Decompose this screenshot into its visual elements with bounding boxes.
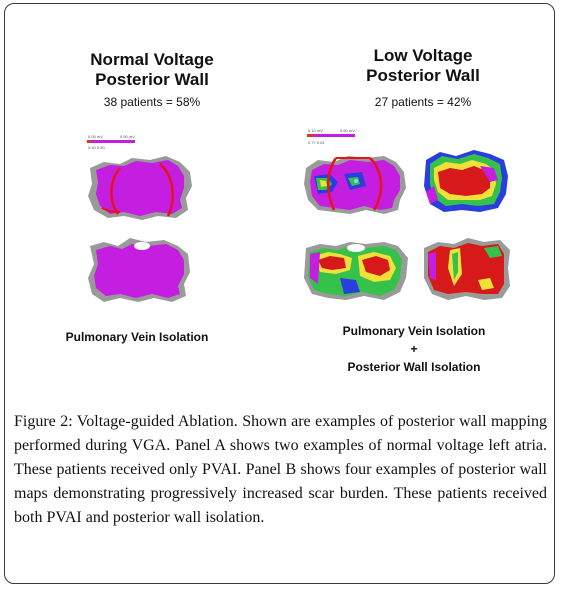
panel-a-voltage-map-1 [88,156,192,220]
panel-a-voltage-scale [87,140,135,143]
panel-b-voltage-scale [307,134,355,137]
panel-b-procedure-line3: Posterior Wall Isolation [347,360,481,374]
panel-a-voltage-map-2 [88,238,190,302]
panel-b-voltage-map-1 [304,156,406,214]
panel-a-title-line1: Normal Voltage [90,50,214,69]
panel-a-scale-label-left: 0.05 mV [88,134,103,139]
panel-b-procedure-line2: + [410,342,418,356]
panel-b-voltage-map-3 [304,242,408,300]
panel-b-scale-label-bottom: 0.77 0.81 [308,140,325,145]
panel-a-title-line2: Posterior Wall [95,70,209,89]
panel-b-title-line1: Low Voltage [373,46,473,65]
panel-b-title: Low Voltage Posterior Wall [323,46,523,86]
panel-b-title-line2: Posterior Wall [366,66,480,85]
panel-a-procedure-label: Pulmonary Vein Isolation [65,330,209,344]
panel-b-scale-label-left: 0.10 mV [308,128,323,133]
panel-a-stat: 38 patients = 58% [103,95,201,109]
panel-b-voltage-map-4 [424,238,510,300]
panel-a-title: Normal Voltage Posterior Wall [52,50,252,90]
figure-caption: Figure 2: Voltage-guided Ablation. Shown… [14,410,547,530]
panel-a-scale-label-bottom: 0.40 0.50 [88,145,105,150]
panel-a-scale-label-right: 0.50 mV [120,134,135,139]
panel-b-stat: 27 patients = 42% [374,95,472,109]
panel-b-voltage-map-2 [424,150,508,212]
figure-caption-text: Voltage-guided Ablation. Shown are examp… [14,413,547,526]
figure-caption-label: Figure 2: [14,413,73,430]
panel-b-scale-label-right: 0.50 mV [340,128,355,133]
panel-b-procedure-line1: Pulmonary Vein Isolation [342,324,486,338]
panel-b-procedure-label: Pulmonary Vein Isolation + Posterior Wal… [312,322,516,376]
figure-frame [4,3,555,584]
